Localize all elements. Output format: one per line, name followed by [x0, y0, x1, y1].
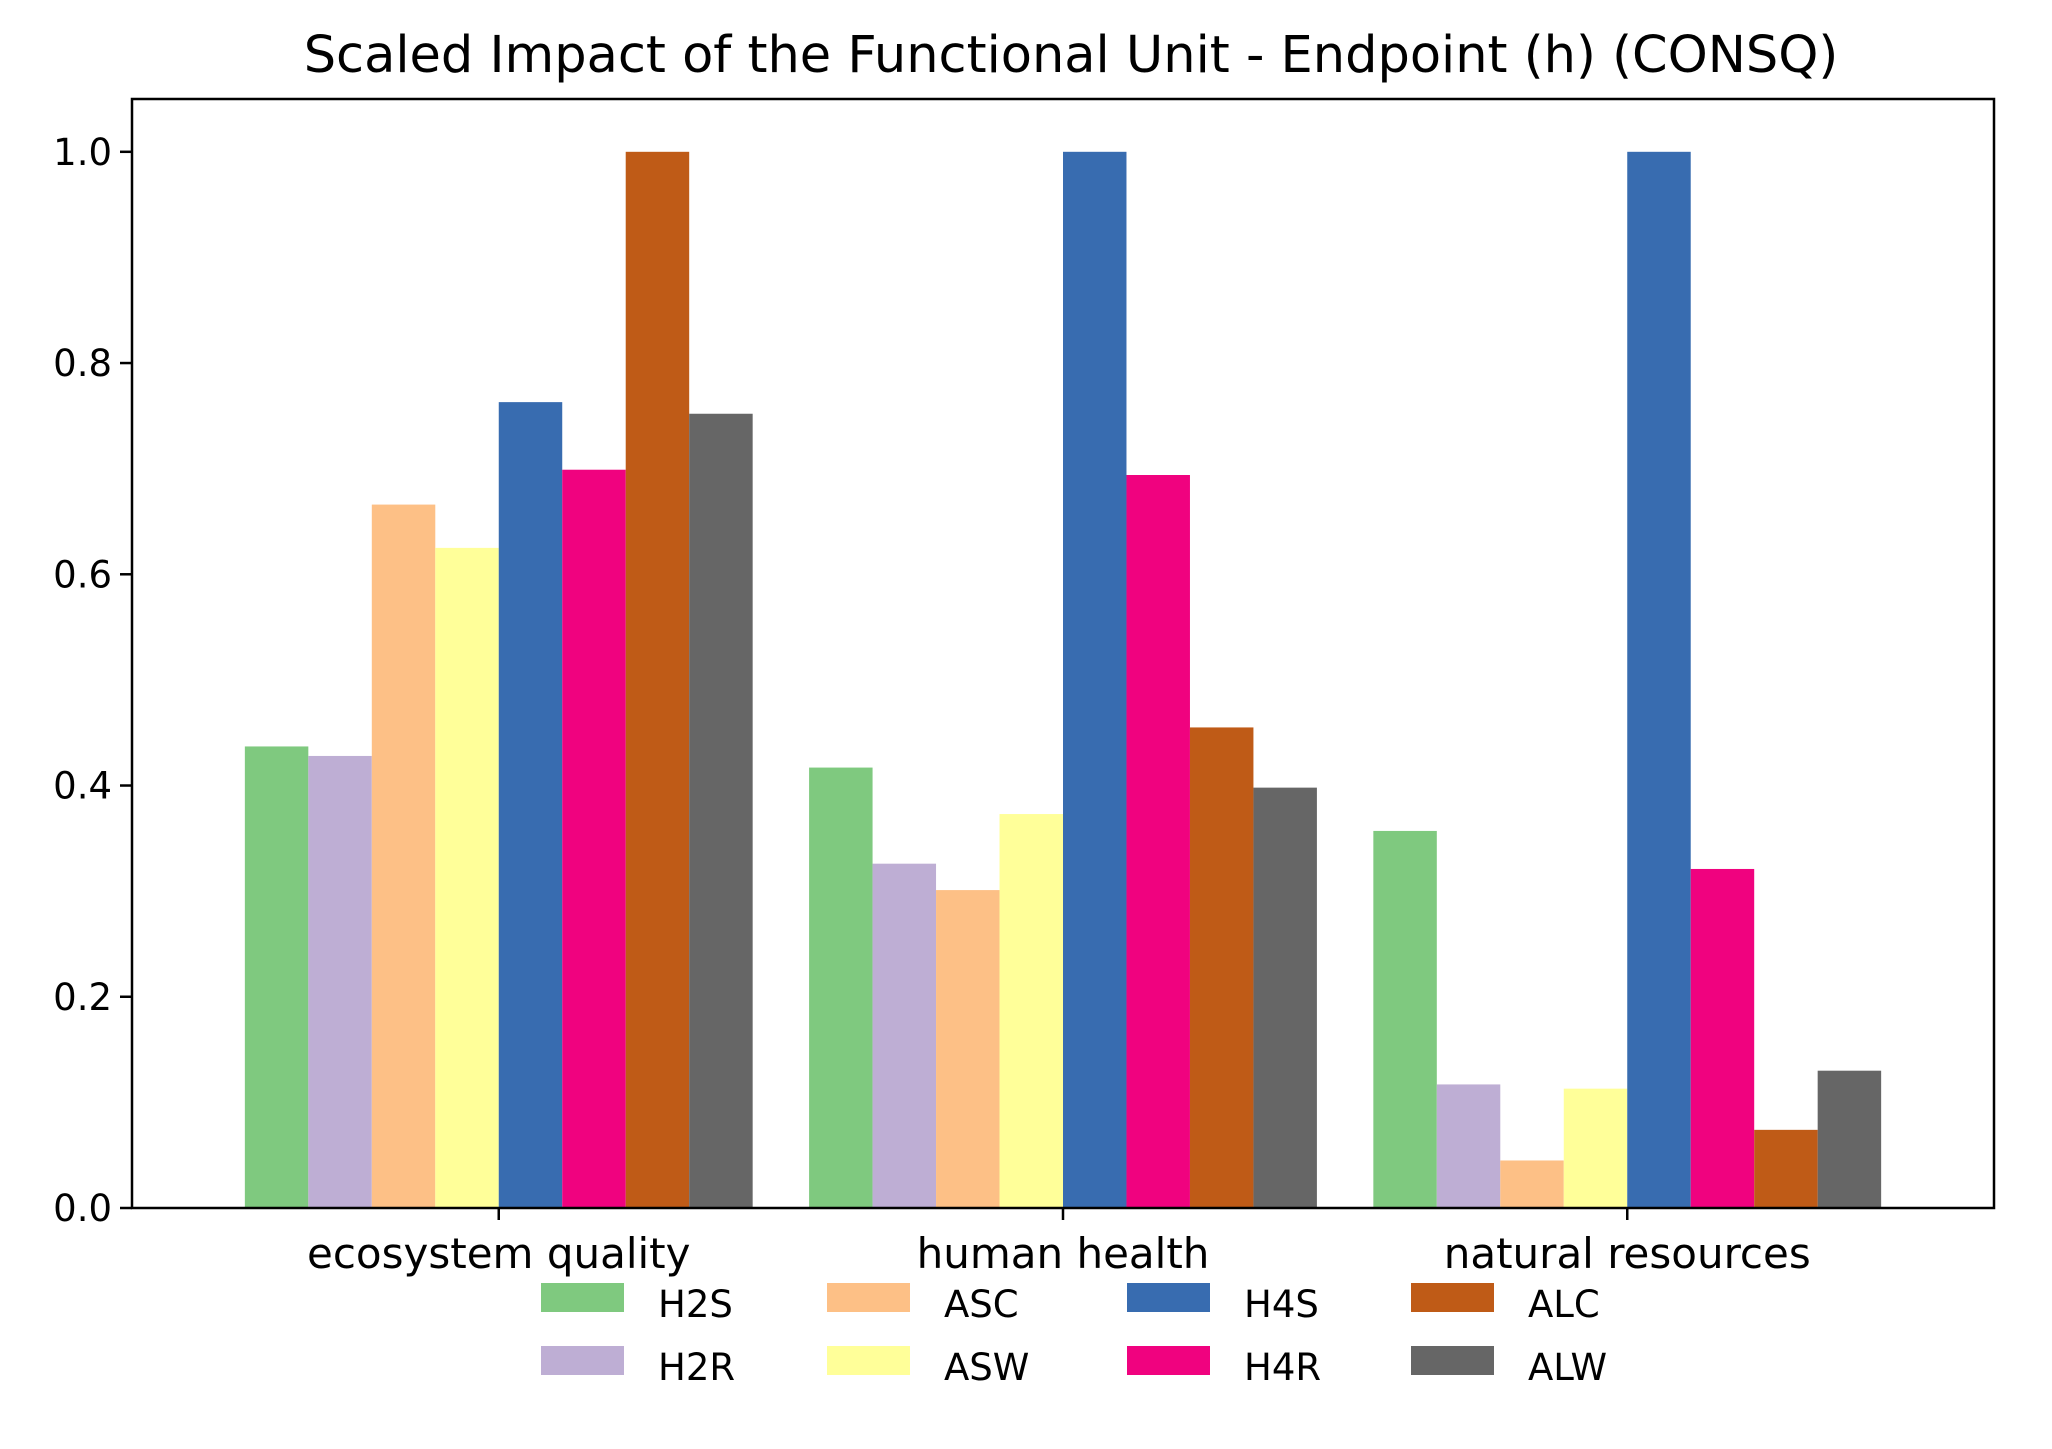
bar-h2r-natural-resources — [1436, 1084, 1501, 1208]
y-tick-label: 0.6 — [53, 553, 112, 596]
bar-h4s-human-health — [1063, 151, 1127, 1208]
legend-swatch — [827, 1283, 910, 1312]
bar-alw-natural-resources — [1817, 1070, 1882, 1208]
legend-item-h2r: H2R — [541, 1346, 735, 1389]
y-tick-label: 1.0 — [53, 131, 112, 174]
x-tick-label: natural resources — [1444, 1229, 1811, 1278]
y-tick-label: 0.4 — [53, 765, 112, 808]
chart-title: Scaled Impact of the Functional Unit - E… — [304, 26, 1839, 85]
legend-item-asw: ASW — [827, 1346, 1029, 1389]
y-tick-label: 0.8 — [53, 342, 112, 385]
bar-alc-ecosystem-quality — [625, 151, 690, 1208]
legend-item-h2s: H2S — [541, 1283, 733, 1326]
legend-label: H2S — [658, 1283, 733, 1326]
bar-asw-ecosystem-quality — [435, 547, 499, 1208]
legend-label: H4S — [1244, 1283, 1319, 1326]
legend: H2S H2R ASC ASW H4S H4R ALC ALW — [541, 1283, 1607, 1389]
bar-h2r-human-health — [872, 863, 937, 1208]
legend-label: ALW — [1528, 1346, 1607, 1389]
bars-layer — [244, 151, 1882, 1209]
y-axis: 0.0 0.2 0.4 0.6 0.8 1.0 — [53, 131, 132, 1230]
bar-h4s-ecosystem-quality — [498, 402, 563, 1208]
x-tick-label: human health — [917, 1229, 1210, 1278]
bar-alc-natural-resources — [1754, 1129, 1818, 1208]
y-tick-label: 0.0 — [53, 1187, 112, 1230]
legend-item-alw: ALW — [1411, 1346, 1607, 1389]
legend-item-asc: ASC — [827, 1283, 1019, 1326]
bar-asc-ecosystem-quality — [371, 504, 436, 1208]
bar-asc-natural-resources — [1500, 1160, 1564, 1208]
legend-label: ASC — [944, 1283, 1019, 1326]
x-axis: ecosystem quality human health natural res… — [307, 1208, 1811, 1278]
bar-h2r-ecosystem-quality — [308, 755, 372, 1208]
legend-item-alc: ALC — [1411, 1283, 1600, 1326]
bar-alc-human-health — [1189, 727, 1254, 1208]
bar-h4r-human-health — [1126, 475, 1190, 1209]
bar-alw-human-health — [1253, 787, 1317, 1208]
legend-item-h4s: H4S — [1127, 1283, 1319, 1326]
x-tick-label: ecosystem quality — [307, 1229, 691, 1278]
bar-h4r-ecosystem-quality — [562, 469, 626, 1208]
bar-asc-human-health — [936, 890, 1000, 1208]
legend-swatch — [827, 1346, 910, 1375]
bar-h2s-ecosystem-quality — [244, 746, 309, 1208]
bar-h4s-natural-resources — [1627, 151, 1691, 1208]
legend-swatch — [1411, 1283, 1494, 1312]
legend-label: H2R — [658, 1346, 735, 1389]
bar-h2s-human-health — [809, 767, 873, 1208]
legend-item-h4r: H4R — [1127, 1346, 1321, 1389]
bar-alw-ecosystem-quality — [689, 413, 753, 1208]
bar-h4r-natural-resources — [1690, 868, 1755, 1208]
legend-swatch — [1127, 1283, 1210, 1312]
y-tick-label: 0.2 — [53, 976, 112, 1019]
legend-swatch — [1127, 1346, 1210, 1375]
bar-asw-natural-resources — [1563, 1088, 1628, 1208]
bar-h2s-natural-resources — [1373, 830, 1437, 1208]
legend-label: ALC — [1528, 1283, 1600, 1326]
bar-asw-human-health — [999, 814, 1063, 1208]
legend-label: H4R — [1244, 1346, 1321, 1389]
legend-swatch — [541, 1283, 624, 1312]
legend-swatch — [1411, 1346, 1494, 1375]
legend-label: ASW — [944, 1346, 1029, 1389]
legend-swatch — [541, 1346, 624, 1375]
